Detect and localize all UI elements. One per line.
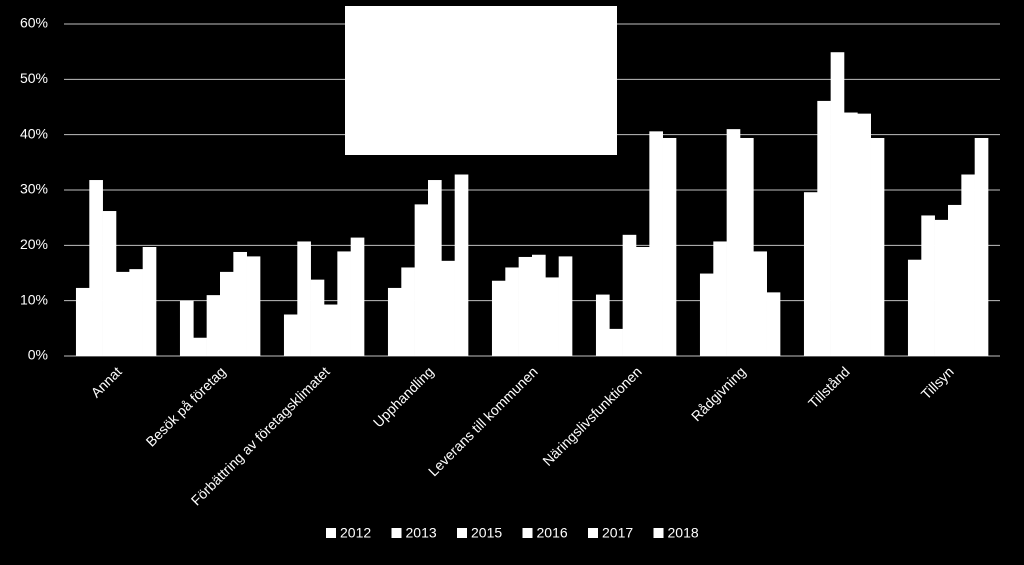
bar — [545, 277, 559, 356]
bar — [699, 273, 714, 356]
legend-swatch — [522, 528, 533, 538]
bar — [102, 211, 117, 356]
bar — [129, 269, 143, 356]
bar — [428, 180, 442, 356]
bar — [193, 337, 207, 356]
bar — [948, 204, 962, 356]
legend: 2012 2013 2015 2016 2017 2018 — [326, 525, 699, 541]
bar — [726, 129, 741, 356]
bar — [454, 174, 469, 356]
legend-label: 2015 — [471, 525, 502, 541]
bar — [857, 113, 871, 356]
bar — [532, 254, 546, 356]
bar — [491, 280, 506, 356]
bar — [662, 137, 677, 356]
legend-label: 2018 — [668, 525, 699, 541]
bar — [206, 295, 221, 356]
bar — [803, 192, 818, 356]
bar — [766, 292, 781, 356]
bar — [595, 294, 610, 356]
legend-label: 2013 — [406, 525, 437, 541]
legend-swatch — [326, 528, 336, 538]
y-tick-label: 30% — [20, 181, 48, 197]
bar — [817, 100, 831, 356]
bar — [441, 260, 455, 356]
bar — [974, 137, 989, 356]
bar — [649, 131, 663, 356]
bar — [337, 251, 351, 356]
bar — [907, 259, 922, 356]
bar — [283, 314, 298, 356]
y-tick-label: 50% — [20, 70, 48, 86]
y-tick-label: 40% — [20, 125, 48, 141]
bar — [414, 204, 429, 356]
y-tick-label: 20% — [20, 236, 48, 252]
legend-label: 2017 — [602, 525, 633, 541]
bar — [89, 180, 103, 356]
bar — [116, 271, 130, 356]
bar — [558, 256, 573, 356]
y-tick-label: 10% — [20, 291, 48, 307]
bar — [387, 287, 402, 356]
bar — [505, 267, 519, 356]
legend-label: 2016 — [537, 525, 568, 541]
legend-swatch — [457, 528, 467, 538]
y-tick-label: 0% — [28, 347, 48, 363]
bar — [179, 300, 194, 356]
bar — [844, 112, 858, 357]
bar — [636, 246, 650, 356]
bar — [713, 241, 727, 356]
y-tick-label: 60% — [20, 15, 48, 31]
bar — [740, 137, 754, 356]
bar — [142, 246, 157, 356]
bar — [310, 279, 325, 356]
bar — [961, 174, 975, 356]
bar — [830, 52, 845, 356]
bar — [350, 237, 365, 356]
bar — [297, 241, 311, 356]
legend-swatch — [653, 528, 664, 538]
bar — [622, 234, 637, 356]
legend-swatch — [391, 528, 402, 538]
bar — [220, 271, 234, 356]
bar — [609, 328, 623, 356]
bar — [233, 251, 247, 356]
bar — [75, 287, 90, 356]
bar — [401, 267, 415, 356]
bar — [324, 304, 338, 356]
legend-swatch — [588, 528, 598, 538]
bar — [753, 251, 767, 356]
bar — [518, 256, 533, 356]
bar — [934, 219, 949, 356]
bar — [870, 137, 885, 356]
bar — [921, 215, 935, 356]
overlay-box — [345, 6, 617, 155]
legend-label: 2012 — [340, 525, 371, 541]
bar — [246, 256, 261, 356]
